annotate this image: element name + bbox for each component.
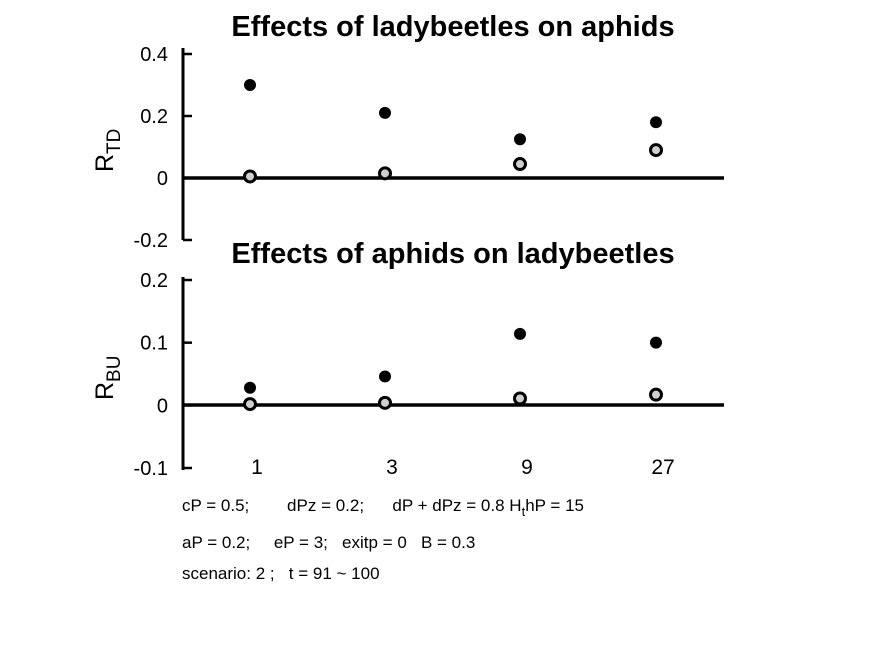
panel-top-filled-point — [379, 106, 391, 119]
notes-line-1: cP = 0.5; dPz = 0.2; dP + dPz = 0.8 HthP… — [182, 496, 584, 519]
x-category-label: 27 — [651, 456, 674, 479]
panel-bottom-points — [243, 327, 663, 412]
x-category-label: 9 — [521, 456, 533, 479]
notes-line-3: scenario: 2 ; t = 91 ~ 100 — [182, 564, 380, 583]
panel-top-y-tick-label: 0.2 — [140, 106, 168, 128]
panel-bottom-y-tick-label: 0 — [157, 395, 168, 417]
parameter-notes: cP = 0.5; dPz = 0.2; dP + dPz = 0.8 HthP… — [182, 490, 584, 589]
panel-bottom: Effects of aphids on ladybeetles 0.20.10… — [91, 238, 724, 480]
panel-top-y-tick-label: 0.4 — [140, 44, 168, 66]
panel-bottom-open-point — [649, 387, 663, 402]
panel-bottom-y-tick-label: 0.1 — [140, 333, 168, 355]
panel-bottom-y-tick-label: 0.2 — [140, 270, 168, 292]
panel-bottom-open-point — [243, 397, 257, 412]
panel-bottom-open-point — [513, 391, 527, 406]
panel-top-filled-point — [514, 133, 526, 146]
panel-top-y-tick-label: -0.2 — [134, 230, 168, 252]
x-category-label: 3 — [386, 456, 398, 479]
panel-top-title: Effects of ladybeetles on aphids — [231, 11, 674, 43]
panel-bottom-y-label: RBU — [91, 356, 125, 400]
panel-top-y-label: RTD — [91, 129, 125, 172]
panel-top-open-point — [378, 166, 392, 181]
panel-bottom-title: Effects of aphids on ladybeetles — [231, 238, 674, 270]
panel-top-y-ticks: 0.4 0.2 0 -0.2 — [134, 44, 192, 252]
panel-top-open-point — [243, 169, 257, 184]
notes-line-2: aP = 0.2; eP = 3; exitp = 0 B = 0.3 — [182, 533, 476, 552]
panel-bottom-filled-point — [514, 327, 526, 340]
panel-top: Effects of ladybeetles on aphids 0.40.20… — [91, 11, 724, 252]
panel-bottom-y-tick-label: -0.1 — [134, 458, 168, 480]
panel-top-points — [243, 79, 663, 184]
panel-bottom-y-ticks: 0.2 0.1 0 -0.1 — [134, 270, 192, 480]
x-category-labels: 1 3 9 27 — [251, 456, 675, 479]
x-category-label: 1 — [251, 456, 263, 479]
panel-top-open-point — [513, 157, 527, 172]
panel-top-filled-point — [244, 79, 256, 91]
panel-top-y-tick-label: 0 — [157, 168, 168, 190]
panel-top-open-point — [649, 143, 663, 158]
panel-bottom-open-point — [378, 395, 392, 410]
panel-top-filled-point — [650, 116, 662, 129]
panel-bottom-filled-point — [244, 381, 256, 394]
panel-bottom-filled-point — [650, 336, 662, 349]
panel-bottom-filled-point — [379, 370, 391, 383]
